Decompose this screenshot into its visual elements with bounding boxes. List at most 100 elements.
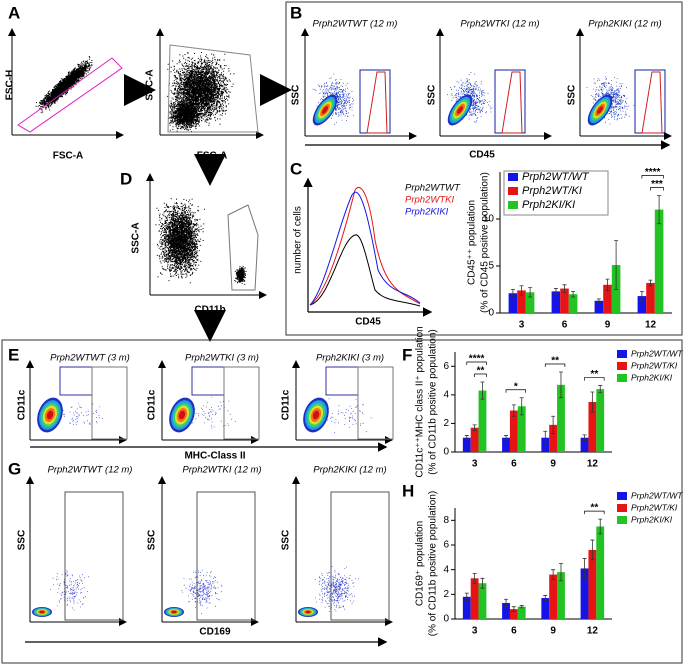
error-bar xyxy=(598,518,603,535)
error-bar xyxy=(480,577,485,589)
bar xyxy=(502,437,510,452)
legend-swatch xyxy=(617,374,627,382)
panel-letter: G xyxy=(8,459,21,478)
axis-label: CD45 xyxy=(355,317,381,328)
legend-swatch xyxy=(617,362,627,370)
error-bar xyxy=(464,592,469,601)
density-contour xyxy=(171,610,177,614)
error-bar xyxy=(472,572,477,584)
error-bar xyxy=(582,558,587,579)
panel-letter: D xyxy=(120,169,132,188)
x-tick-label: 6 xyxy=(511,459,517,470)
significance-label: ** xyxy=(590,503,598,514)
error-bar xyxy=(553,288,558,295)
bar xyxy=(462,437,471,452)
axis-label: FSC-A xyxy=(53,151,84,162)
bar xyxy=(588,402,597,452)
significance-label: ** xyxy=(590,369,598,380)
error-bar xyxy=(605,278,610,291)
gate xyxy=(223,366,260,440)
error-bar xyxy=(519,285,524,296)
gate xyxy=(91,366,128,440)
axis-label: CD11c xyxy=(281,389,292,420)
y-axis-label: (% of CD11b positive population) xyxy=(428,491,439,636)
y-tick-label: 5 xyxy=(488,261,494,272)
axis-arrows xyxy=(25,140,671,647)
bar xyxy=(568,294,578,313)
significance-bracket xyxy=(466,361,487,365)
x-tick-label: 9 xyxy=(550,459,556,470)
plot-title: Prph2WTKI (12 m) xyxy=(182,465,261,476)
legend-label: Prph2WTWT xyxy=(405,183,461,194)
significance-bracket xyxy=(584,377,605,381)
significance-label: *** xyxy=(651,179,663,190)
legend-label: Prph2KI/KI xyxy=(631,372,673,382)
y-axis-label: (% of CD11b positive population) xyxy=(428,329,439,474)
events xyxy=(35,56,93,114)
events xyxy=(323,398,372,433)
bar xyxy=(541,598,550,619)
legend-label: Prph2WT/WT xyxy=(631,490,683,500)
bar xyxy=(646,282,655,313)
gate xyxy=(641,71,663,134)
bar xyxy=(502,602,510,619)
bar xyxy=(517,406,526,452)
significance-bracket xyxy=(544,363,566,367)
axis-label: SSC xyxy=(281,530,292,551)
bar xyxy=(549,574,558,619)
legend-label: Prph2WT/KI xyxy=(522,185,582,197)
significance-bracket xyxy=(505,389,526,393)
legend-label: Prph2WTKI xyxy=(405,195,454,206)
legend-swatch xyxy=(617,492,627,500)
gate xyxy=(227,204,259,291)
plot-title: Prph2WTWT (12 m) xyxy=(313,19,398,30)
y-tick-label: 6 xyxy=(443,361,449,372)
axis-label: number of cells xyxy=(293,206,304,274)
plot-title: Prph2KIKI (12 m) xyxy=(313,465,386,476)
bar xyxy=(541,437,550,452)
error-bar xyxy=(511,404,516,417)
error-bar xyxy=(464,435,469,441)
density-contour xyxy=(596,106,604,114)
events xyxy=(62,402,103,425)
y-tick-label: 10 xyxy=(483,214,495,225)
error-bar xyxy=(598,385,603,394)
error-bar xyxy=(472,424,477,431)
axis-label: FSC-H xyxy=(5,70,16,101)
error-bar xyxy=(519,605,524,609)
x-tick-label: 12 xyxy=(587,459,599,470)
error-bar xyxy=(657,195,662,225)
significance-bracket xyxy=(584,510,605,515)
panel-letter: H xyxy=(402,481,414,500)
bar xyxy=(508,293,518,313)
bar xyxy=(594,300,604,313)
error-bar xyxy=(648,279,653,287)
legend-frame xyxy=(503,170,609,216)
legend-label: Prph2KI/KI xyxy=(522,199,575,211)
significance-label: * xyxy=(514,381,518,392)
bar xyxy=(470,427,479,452)
axis-label: CD169 xyxy=(199,627,231,638)
plot-title: Prph2WTKI (3 m) xyxy=(185,353,259,364)
gate xyxy=(64,491,124,621)
panel-letter: B xyxy=(290,3,302,22)
gate xyxy=(325,366,359,396)
y-tick-label: 0 xyxy=(443,447,449,458)
axis-label: SSC xyxy=(291,85,302,106)
x-tick-label: 9 xyxy=(550,626,556,637)
y-axis-label: CD45⁺⁺ population xyxy=(467,200,478,285)
legend-label: Prph2KI/KI xyxy=(631,514,673,524)
flow-arrows xyxy=(124,74,292,342)
bar xyxy=(525,292,535,313)
events xyxy=(190,396,236,429)
error-bar xyxy=(510,289,515,298)
y-tick-label: 2 xyxy=(443,418,449,429)
significance-label: **** xyxy=(469,354,485,365)
plot-title: Prph2KIKI (12 m) xyxy=(588,19,661,30)
axis-label: SSC xyxy=(567,85,578,106)
error-bar xyxy=(558,563,563,582)
events xyxy=(315,566,359,612)
error-bar xyxy=(614,240,619,290)
x-tick-label: 3 xyxy=(519,320,525,331)
